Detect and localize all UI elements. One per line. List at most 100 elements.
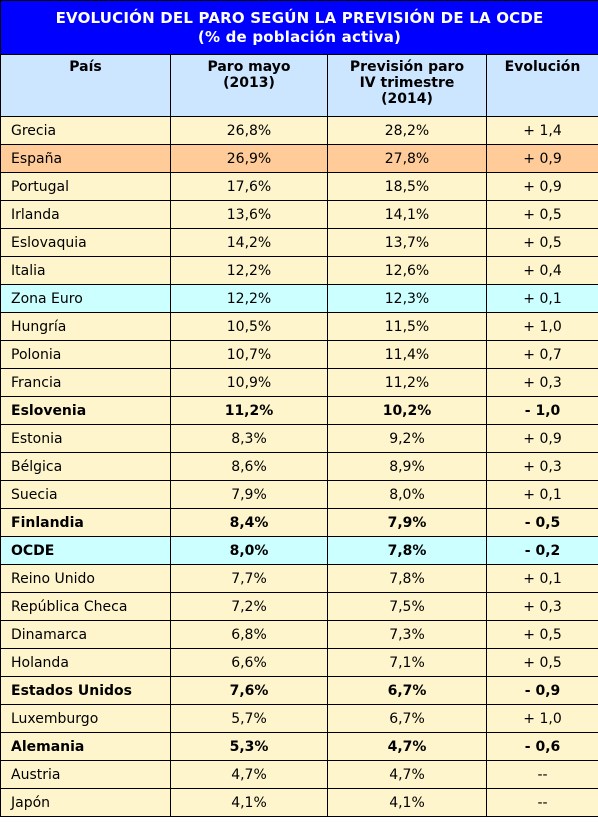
cell-pais: Estados Unidos: [0, 676, 171, 705]
cell-pais: Eslovaquia: [0, 228, 171, 257]
cell-pais: Luxemburgo: [0, 704, 171, 733]
table-row: Hungría 10,5% 11,5% + 1,0: [0, 312, 598, 341]
cell-evolucion: - 0,6: [485, 732, 598, 761]
cell-prevision: 7,8%: [327, 564, 487, 593]
cell-paro: 10,9%: [170, 368, 328, 397]
cell-pais: Hungría: [0, 312, 171, 341]
cell-pais: Holanda: [0, 648, 171, 677]
cell-prevision: 18,5%: [327, 172, 487, 201]
table-row: Finlandia 8,4% 7,9% - 0,5: [0, 508, 598, 537]
cell-paro: 12,2%: [170, 256, 328, 285]
cell-pais: Irlanda: [0, 200, 171, 229]
cell-prevision: 4,7%: [327, 732, 487, 761]
cell-evolucion: + 1,4: [485, 116, 598, 145]
column-header-prevision: Previsión paro IV trimestre (2014): [327, 54, 487, 117]
cell-paro: 13,6%: [170, 200, 328, 229]
cell-prevision: 7,3%: [327, 620, 487, 649]
cell-evolucion: + 0,1: [485, 564, 598, 593]
cell-evolucion: + 0,5: [485, 620, 598, 649]
table-title-line-2: (% de población activa): [197, 27, 402, 46]
table-row: Reino Unido 7,7% 7,8% + 0,1: [0, 564, 598, 593]
table-row: Estonia 8,3% 9,2% + 0,9: [0, 424, 598, 453]
cell-paro: 26,9%: [170, 144, 328, 173]
cell-paro: 7,2%: [170, 592, 328, 621]
cell-prevision: 8,0%: [327, 480, 487, 509]
cell-pais: Alemania: [0, 732, 171, 761]
cell-evolucion: --: [485, 788, 598, 817]
cell-paro: 4,7%: [170, 760, 328, 789]
cell-paro: 8,3%: [170, 424, 328, 453]
cell-prevision: 7,5%: [327, 592, 487, 621]
cell-paro: 17,6%: [170, 172, 328, 201]
cell-evolucion: + 1,0: [485, 312, 598, 341]
cell-prevision: 4,1%: [327, 788, 487, 817]
cell-paro: 12,2%: [170, 284, 328, 313]
table-row: Alemania 5,3% 4,7% - 0,6: [0, 732, 598, 761]
cell-evolucion: + 0,5: [485, 228, 598, 257]
cell-prevision: 11,2%: [327, 368, 487, 397]
table-row: Eslovenia 11,2% 10,2% - 1,0: [0, 396, 598, 425]
cell-paro: 6,8%: [170, 620, 328, 649]
cell-prevision: 8,9%: [327, 452, 487, 481]
cell-prevision: 4,7%: [327, 760, 487, 789]
table-row: España 26,9% 27,8% + 0,9: [0, 144, 598, 173]
cell-pais: Francia: [0, 368, 171, 397]
column-header-row: País Paro mayo (2013) Previsión paro IV …: [0, 54, 598, 117]
cell-pais: Polonia: [0, 340, 171, 369]
cell-paro: 4,1%: [170, 788, 328, 817]
cell-pais: Eslovenia: [0, 396, 171, 425]
cell-pais: Austria: [0, 760, 171, 789]
cell-prevision: 10,2%: [327, 396, 487, 425]
cell-prevision: 7,8%: [327, 536, 487, 565]
table-row: Zona Euro 12,2% 12,3% + 0,1: [0, 284, 598, 313]
cell-paro: 11,2%: [170, 396, 328, 425]
cell-pais: República Checa: [0, 592, 171, 621]
cell-evolucion: + 0,5: [485, 200, 598, 229]
column-header-paro-line-2: (2013): [223, 75, 275, 91]
column-header-prevision-line-3: (2014): [381, 91, 433, 107]
cell-paro: 10,7%: [170, 340, 328, 369]
table-row: Portugal 17,6% 18,5% + 0,9: [0, 172, 598, 201]
table-title-line-1: EVOLUCIÓN DEL PARO SEGÚN LA PREVISIÓN DE…: [55, 8, 544, 27]
cell-prevision: 6,7%: [327, 676, 487, 705]
cell-evolucion: + 0,1: [485, 480, 598, 509]
column-header-pais: País: [0, 54, 171, 117]
cell-prevision: 9,2%: [327, 424, 487, 453]
column-header-paro-line-1: Paro mayo: [207, 59, 291, 75]
cell-evolucion: + 0,4: [485, 256, 598, 285]
table-title: EVOLUCIÓN DEL PARO SEGÚN LA PREVISIÓN DE…: [0, 0, 598, 55]
table-row: Polonia 10,7% 11,4% + 0,7: [0, 340, 598, 369]
cell-pais: OCDE: [0, 536, 171, 565]
cell-pais: Suecia: [0, 480, 171, 509]
cell-prevision: 11,5%: [327, 312, 487, 341]
cell-paro: 10,5%: [170, 312, 328, 341]
cell-evolucion: + 0,7: [485, 340, 598, 369]
cell-paro: 7,7%: [170, 564, 328, 593]
table-row: Eslovaquia 14,2% 13,7% + 0,5: [0, 228, 598, 257]
cell-prevision: 14,1%: [327, 200, 487, 229]
cell-evolucion: + 0,3: [485, 592, 598, 621]
cell-prevision: 12,3%: [327, 284, 487, 313]
cell-prevision: 13,7%: [327, 228, 487, 257]
cell-pais: Grecia: [0, 116, 171, 145]
table-row: Japón 4,1% 4,1% --: [0, 788, 598, 817]
cell-prevision: 6,7%: [327, 704, 487, 733]
cell-evolucion: + 0,9: [485, 144, 598, 173]
table-row: Italia 12,2% 12,6% + 0,4: [0, 256, 598, 285]
table-row: Francia 10,9% 11,2% + 0,3: [0, 368, 598, 397]
cell-evolucion: + 0,3: [485, 368, 598, 397]
table-row: Austria 4,7% 4,7% --: [0, 760, 598, 789]
table-row: Dinamarca 6,8% 7,3% + 0,5: [0, 620, 598, 649]
cell-evolucion: + 1,0: [485, 704, 598, 733]
cell-evolucion: + 0,3: [485, 452, 598, 481]
cell-evolucion: + 0,1: [485, 284, 598, 313]
cell-pais: España: [0, 144, 171, 173]
column-header-prevision-line-2: IV trimestre: [359, 75, 455, 91]
cell-pais: Bélgica: [0, 452, 171, 481]
cell-evolucion: - 0,5: [485, 508, 598, 537]
cell-evolucion: + 0,9: [485, 172, 598, 201]
cell-pais: Finlandia: [0, 508, 171, 537]
cell-evolucion: + 0,5: [485, 648, 598, 677]
